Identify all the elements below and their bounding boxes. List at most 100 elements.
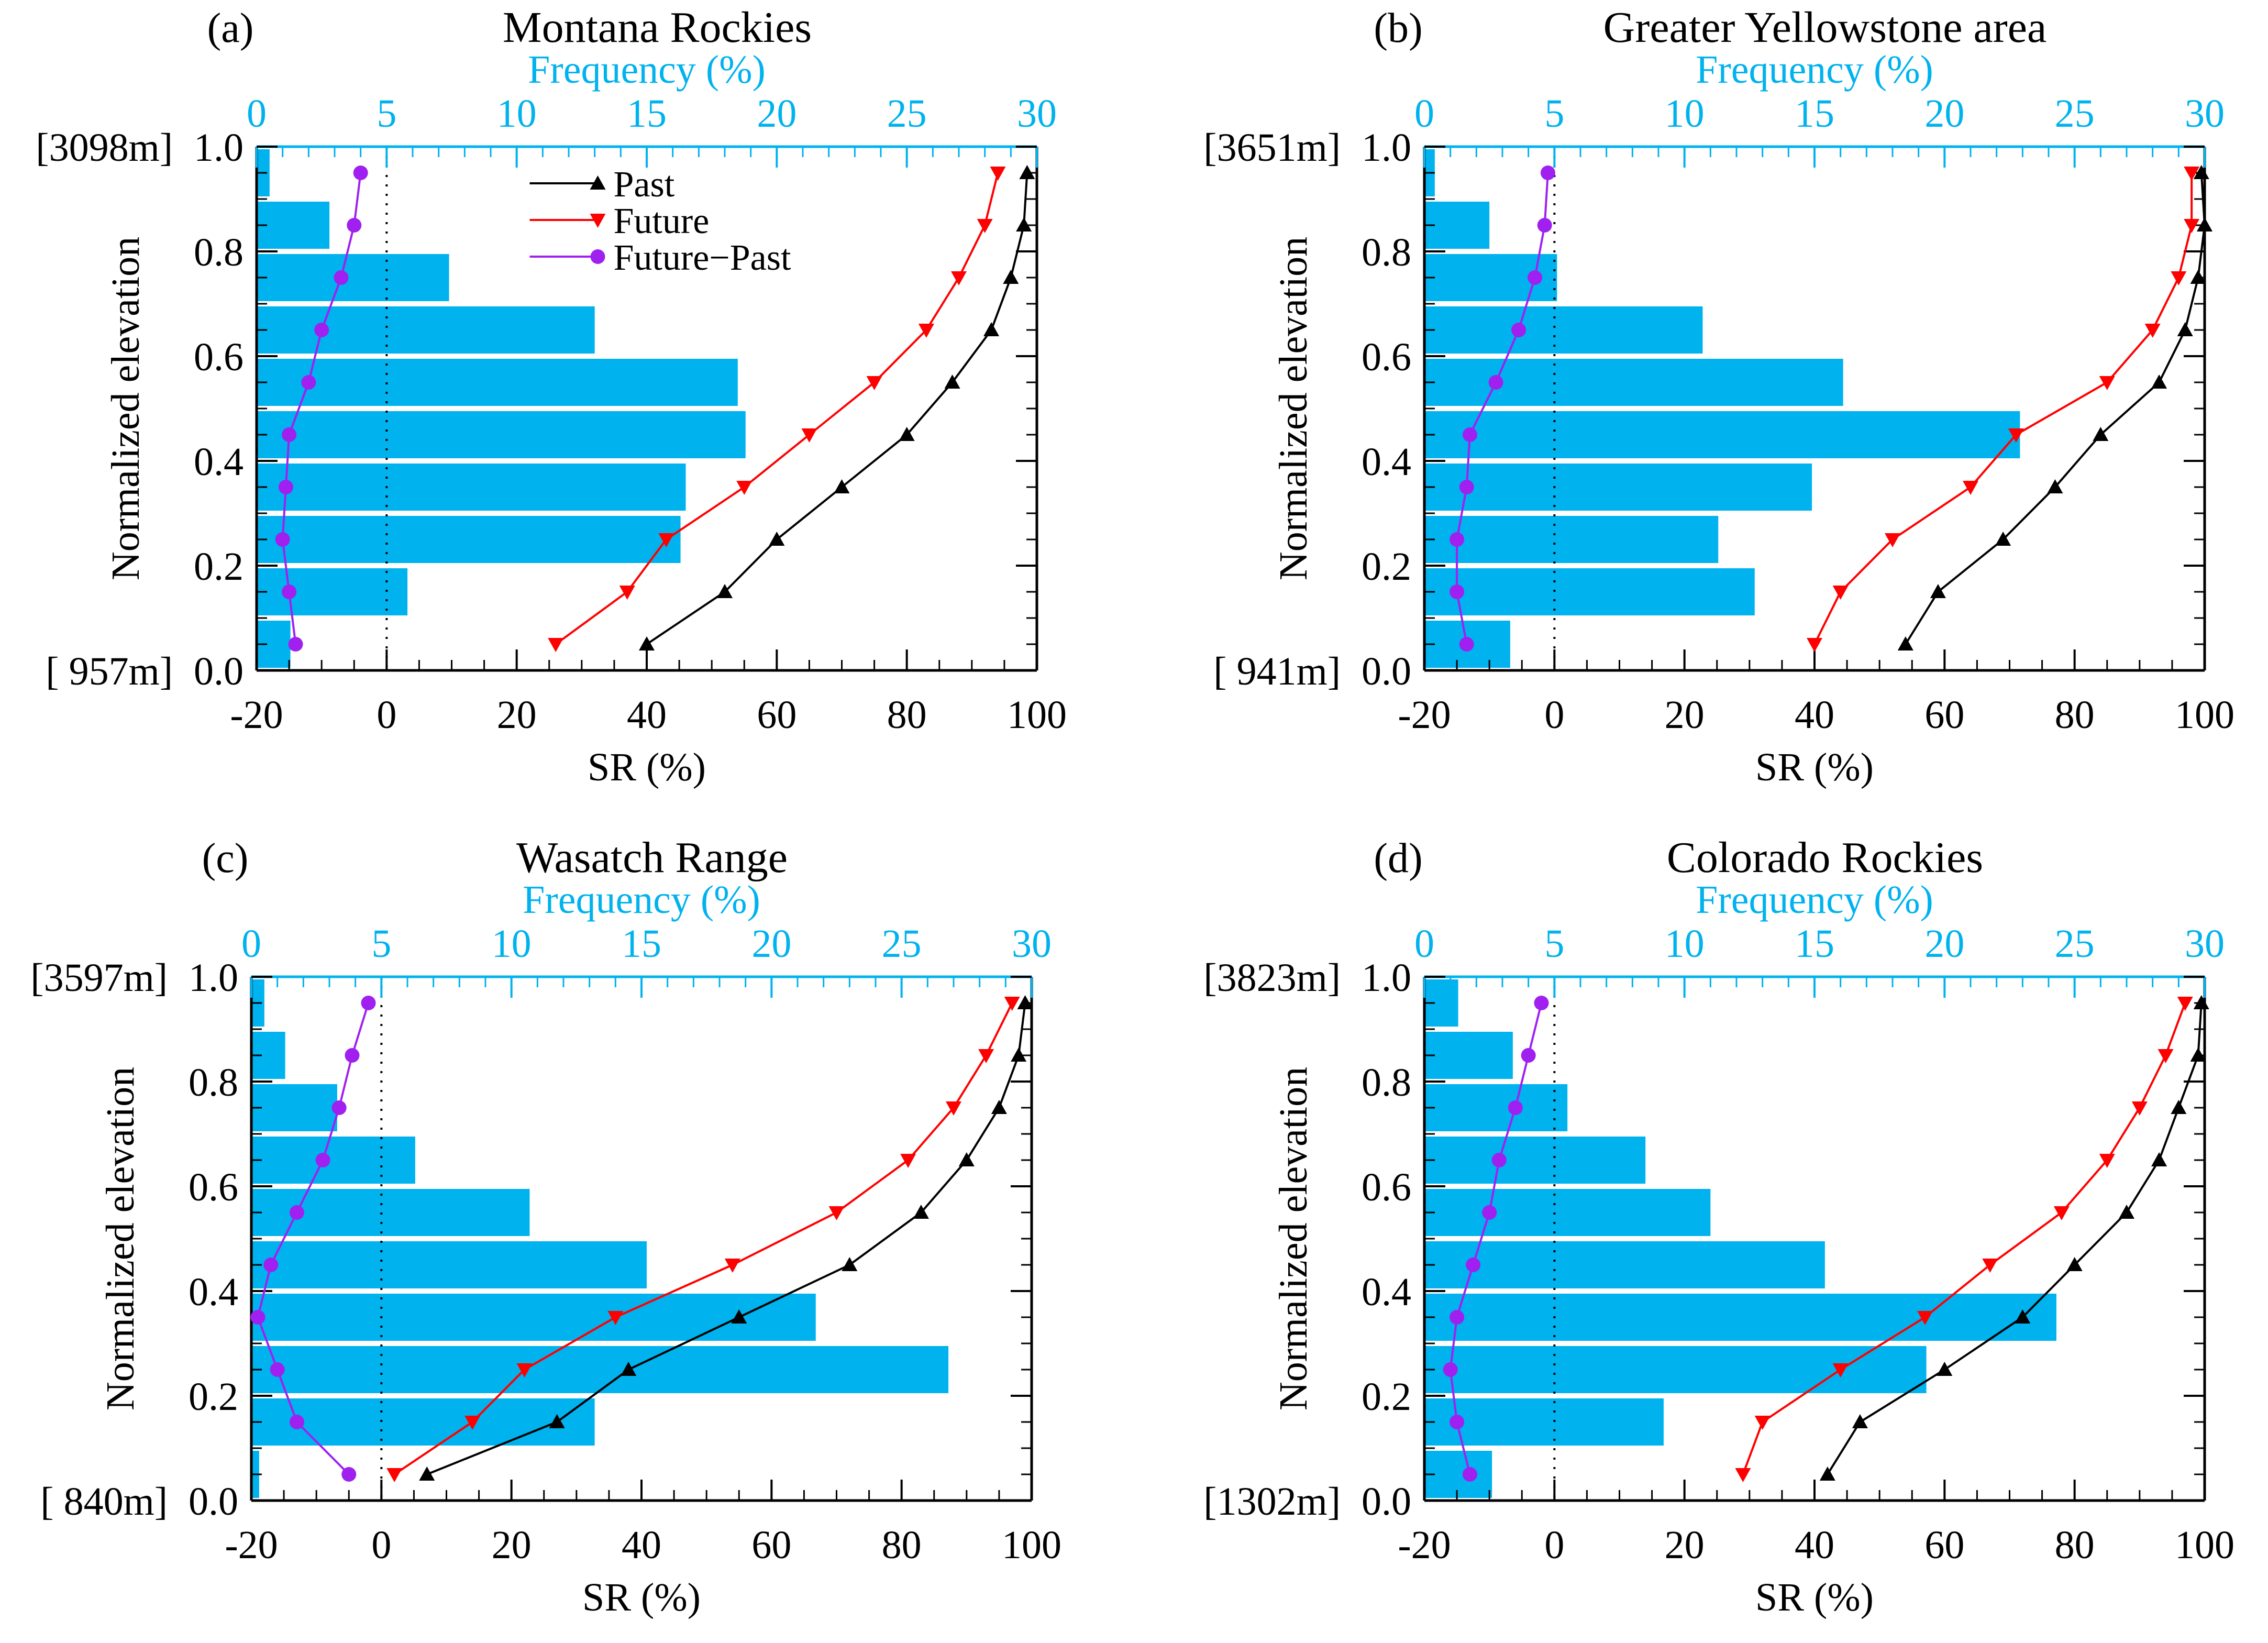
top-x-tick-label: 25 [882, 922, 922, 966]
data-point [639, 636, 655, 650]
panel-3: -20 0 20 40 60 80 100 0 5 10 15 20 25 30 0.0 0.2 0.4 0.6 0… [30, 833, 1061, 1619]
data-point [419, 1466, 435, 1481]
panel-title: Greater Yellowstone area [1603, 3, 2047, 52]
panel-title: Wasatch Range [516, 833, 788, 882]
x-axis-title: SR (%) [1755, 1575, 1874, 1619]
data-point [913, 1205, 929, 1219]
x-tick-label: 80 [2055, 693, 2095, 737]
data-point [590, 249, 605, 264]
frequency-bar [251, 1346, 949, 1393]
data-point [1754, 1416, 1771, 1430]
data-point [1011, 1047, 1027, 1062]
data-point [516, 1363, 533, 1377]
data-point [1832, 586, 1849, 600]
data-point [983, 322, 1000, 336]
data-point [828, 1206, 845, 1220]
panel-title: Colorado Rockies [1667, 833, 1983, 882]
data-point [250, 1310, 265, 1325]
data-point [866, 376, 882, 390]
data-point [731, 1309, 747, 1324]
data-point [590, 214, 606, 228]
data-point [1832, 1363, 1849, 1377]
data-point [289, 1205, 304, 1220]
data-point [315, 1153, 330, 1167]
data-point [347, 218, 362, 233]
data-point [341, 1467, 357, 1482]
frequency-bar [257, 359, 738, 406]
frequency-bars [1424, 149, 2020, 668]
data-point [1450, 585, 1465, 599]
frequency-bar [1424, 516, 1719, 563]
data-point [717, 584, 733, 598]
frequency-bar [1424, 1189, 1711, 1236]
series-future-past [1450, 166, 1555, 652]
x-tick-label: 20 [1665, 693, 1705, 737]
series-line [394, 1002, 1013, 1475]
series-future-past [275, 166, 368, 652]
elevation-top-label: [3651m] [1203, 126, 1341, 170]
x-tick-label: 40 [622, 1523, 661, 1567]
x-tick-label: 100 [1002, 1523, 1061, 1567]
y-axis-title: Normalized elevation [1271, 1067, 1315, 1410]
frequency-bar [257, 202, 330, 249]
top-x-tick-label: 0 [1414, 922, 1434, 966]
data-point [464, 1416, 481, 1430]
frequency-bar [1424, 1346, 1927, 1393]
y-tick-label: 0.8 [194, 230, 244, 274]
frequency-bar [1424, 202, 1490, 249]
series-line [1456, 172, 1549, 645]
top-x-tick-label: 15 [622, 922, 661, 966]
panel-label: (b) [1374, 5, 1422, 51]
top-x-tick-label: 0 [247, 92, 267, 136]
data-point [607, 1311, 624, 1325]
series-line [1827, 1002, 2203, 1475]
x-tick-label: 60 [751, 1523, 791, 1567]
data-point [990, 167, 1006, 181]
series-future [548, 167, 1006, 652]
data-point [334, 270, 349, 285]
x-tick-label: 20 [497, 693, 537, 737]
data-point [658, 533, 674, 547]
data-point [2151, 1152, 2167, 1166]
top-x-tick-label: 15 [1795, 92, 1834, 136]
data-point [314, 323, 329, 337]
frequency-bar [1424, 1032, 1513, 1079]
x-axis-title: SR (%) [1755, 745, 1874, 789]
x-tick-label: 80 [882, 1523, 922, 1567]
data-point [2193, 995, 2209, 1009]
elevation-top-label: [3098m] [36, 126, 173, 170]
data-point [1508, 1100, 1523, 1115]
frequency-bar [1424, 568, 1755, 615]
data-point [842, 1257, 858, 1271]
series-line [555, 172, 999, 645]
frequency-bar [251, 1294, 816, 1341]
y-tick-label: 1.0 [189, 956, 238, 1000]
data-point [1819, 1466, 1835, 1481]
data-point [2093, 427, 2109, 441]
top-x-axis-title: Frequency (%) [528, 48, 766, 92]
data-point [977, 219, 993, 233]
y-tick-label: 1.0 [1362, 956, 1411, 1000]
x-axis-title: SR (%) [588, 745, 706, 789]
top-x-tick-label: 5 [377, 92, 396, 136]
data-point [301, 375, 316, 390]
y-tick-label: 0.6 [1362, 335, 1411, 379]
top-x-axis-title: Frequency (%) [523, 878, 760, 922]
x-tick-label: 40 [627, 693, 667, 737]
x-tick-label: 20 [492, 1523, 532, 1567]
series-past [639, 165, 1035, 650]
x-tick-label: 0 [371, 1523, 391, 1567]
series-line [1813, 173, 2193, 645]
data-point [1982, 1259, 1998, 1273]
data-point [1003, 270, 1019, 284]
data-point [1450, 1310, 1465, 1325]
frequency-bars [257, 149, 746, 668]
data-point [288, 637, 303, 652]
y-tick-label: 0.6 [194, 335, 244, 379]
data-point [1521, 1048, 1536, 1063]
top-x-tick-label: 0 [1414, 92, 1434, 136]
x-tick-label: 0 [1544, 1523, 1564, 1567]
series-past [1819, 995, 2209, 1481]
data-point [1004, 997, 1020, 1011]
data-point [361, 996, 376, 1010]
